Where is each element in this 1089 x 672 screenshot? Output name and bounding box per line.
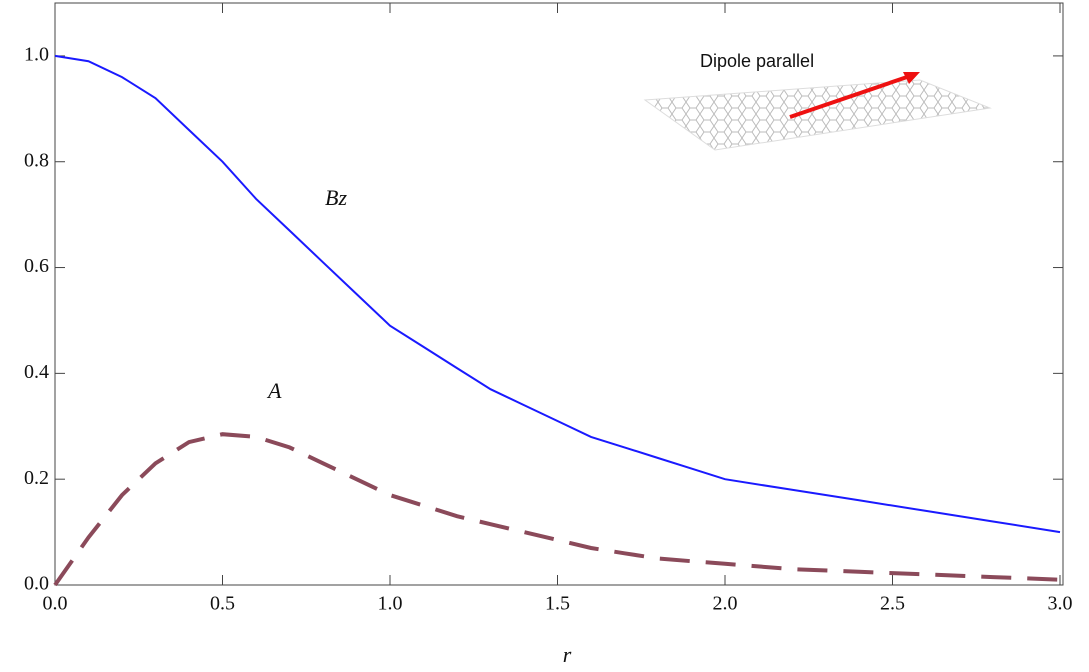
line-series xyxy=(53,432,1061,587)
x-tick-label: 2.5 xyxy=(880,593,905,615)
y-tick-label: 0.6 xyxy=(24,255,49,277)
x-tick-label: 2.0 xyxy=(713,593,738,615)
x-tick-label: 0.5 xyxy=(210,593,235,615)
x-tick-label: 3.0 xyxy=(1048,593,1073,615)
x-axis-label: r xyxy=(563,642,572,667)
curve-label: Bz xyxy=(325,185,347,210)
y-tick-label: 0.8 xyxy=(24,149,49,171)
dipole-arrowhead xyxy=(903,72,920,84)
y-tick-label: 1.0 xyxy=(24,44,49,66)
x-tick-label: 0.0 xyxy=(43,593,68,615)
plot-frame xyxy=(54,2,1064,586)
y-tick-label: 0.4 xyxy=(24,361,49,383)
inset-graphic xyxy=(643,72,992,151)
inset-label: Dipole parallel xyxy=(700,51,814,71)
y-tick-label: 0.0 xyxy=(24,573,49,595)
line-series xyxy=(54,54,1061,534)
graphene-sheet xyxy=(643,79,992,151)
dipole-arrow xyxy=(789,74,911,119)
curve-label: A xyxy=(266,378,282,403)
x-tick-label: 1.0 xyxy=(378,593,403,615)
y-tick-label: 0.2 xyxy=(24,467,49,489)
x-tick-label: 1.5 xyxy=(545,593,570,615)
